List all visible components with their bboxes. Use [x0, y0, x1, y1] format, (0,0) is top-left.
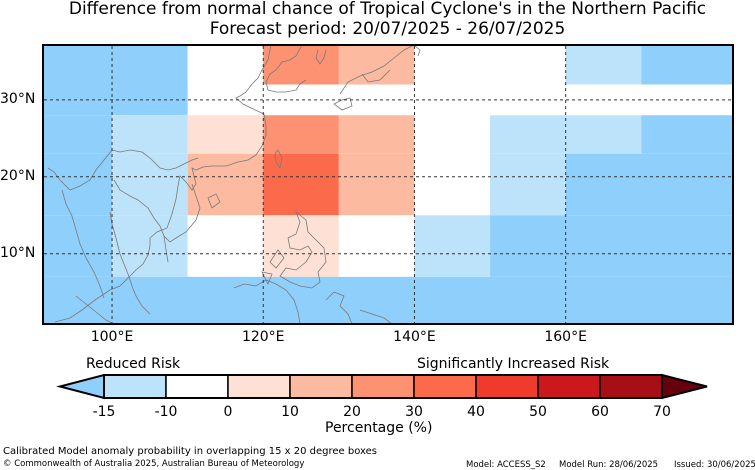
longitude-tick-label: 100°E: [90, 329, 134, 345]
colorbar-bin: [165, 374, 229, 399]
anomaly-cell: [44, 46, 188, 116]
anomaly-cell: [490, 46, 566, 85]
footer-copyright: © Commonwealth of Australia 2025, Austra…: [3, 459, 305, 469]
colorbar-outline: [103, 374, 663, 399]
anomaly-cell: [641, 46, 732, 85]
anomaly-cell: [414, 46, 491, 85]
footer-model: Model: ACCESS_S2: [466, 460, 546, 470]
longitude-tick-label: 120°E: [241, 329, 285, 345]
longitude-tick-label: 140°E: [393, 329, 436, 345]
footer-issued: Issued: 30/06/2025: [674, 460, 755, 470]
anomaly-cell: [187, 215, 264, 277]
anomaly-cell: [565, 153, 732, 216]
anomaly-cell: [187, 153, 264, 216]
colorbar-tick-label: -15: [92, 404, 116, 420]
latitude-tick-label: 30°N: [0, 90, 36, 107]
anomaly-cell: [338, 215, 415, 277]
colorbar-bin: [475, 374, 539, 399]
anomaly-cell: [338, 153, 415, 216]
colorbar-bin: [599, 374, 663, 399]
anomaly-cell: [263, 215, 339, 277]
anomaly-cell: [263, 115, 339, 154]
colorbar-bin: [413, 374, 477, 399]
latitude-tick-label: 10°N: [0, 244, 36, 261]
colorbar-tick-label: 30: [405, 404, 423, 420]
anomaly-cell: [44, 115, 113, 154]
colorbar-under-arrow: [56, 373, 105, 400]
anomaly-cell: [263, 46, 339, 85]
anomaly-cell: [565, 115, 642, 154]
colorbar-bin: [289, 374, 353, 399]
anomaly-cell: [490, 153, 566, 216]
colorbar-tick-label: 40: [467, 404, 485, 420]
anomaly-cell: [338, 46, 415, 85]
colorbar-bin: [537, 374, 601, 399]
colorbar-tick-label: 20: [343, 404, 361, 420]
anomaly-cell: [414, 115, 491, 154]
anomaly-cell: [565, 46, 642, 85]
colorbar-bin: [351, 374, 415, 399]
colorbar-tick-label: -10: [154, 404, 178, 420]
anomaly-cell: [263, 153, 339, 216]
anomaly-cell: [112, 153, 188, 216]
anomaly-cell: [641, 115, 732, 154]
colorbar-bin: [103, 374, 167, 399]
anomaly-cell: [112, 115, 188, 154]
colorbar-tick-label: 10: [281, 404, 299, 420]
colorbar-bin: [227, 374, 291, 399]
lat-lon-grid: [44, 46, 732, 323]
map-title: Difference from normal chance of Tropica…: [68, 0, 707, 19]
colorbar-tick-label: 50: [529, 404, 547, 420]
footer-caption: Calibrated Model anomaly probability in …: [3, 446, 378, 457]
colorbar-over-arrow: [661, 373, 708, 400]
anomaly-cell: [414, 215, 491, 277]
anomaly-cell: [44, 276, 732, 323]
longitude-tick-label: 160°E: [544, 329, 587, 345]
anomaly-cell: [338, 115, 415, 154]
reduced-risk-caption: Reduced Risk: [86, 356, 181, 372]
latitude-tick-label: 20°N: [0, 167, 36, 184]
colorbar-tick-label: 0: [223, 404, 233, 420]
map-frame: [42, 44, 734, 325]
anomaly-cell: [187, 115, 264, 154]
anomaly-cell: [44, 215, 113, 277]
coastline: [47, 44, 421, 325]
map-subtitle: Forecast period: 20/07/2025 - 26/07/2025: [209, 19, 566, 39]
anomaly-cells: [44, 46, 732, 323]
increased-risk-caption: Significantly Increased Risk: [417, 356, 610, 372]
anomaly-cell: [414, 153, 491, 216]
colorbar-tick-label: 70: [653, 404, 671, 420]
anomaly-cell: [490, 115, 566, 154]
colorbar-tick-label: 60: [591, 404, 609, 420]
colorbar-label: Percentage (%): [325, 420, 433, 436]
anomaly-cell: [490, 215, 732, 277]
colorbar: [56, 373, 708, 400]
anomaly-cell: [187, 46, 264, 85]
footer-model-run: Model Run: 28/06/2025: [559, 460, 659, 470]
